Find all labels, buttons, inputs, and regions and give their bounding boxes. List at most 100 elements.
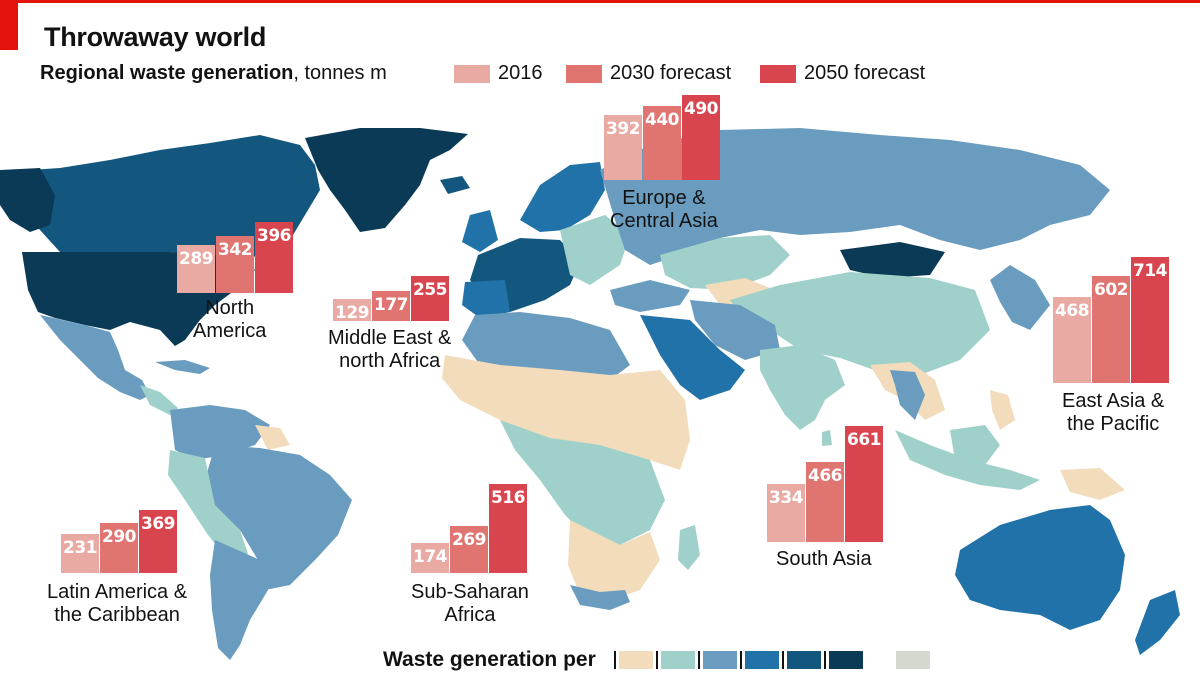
region-name-line: North: [205, 297, 255, 319]
bar-value: 334: [769, 488, 804, 508]
russia: [600, 128, 1110, 265]
bars-sub-saharan-africa: 174 269 516: [411, 484, 528, 573]
caribbean: [155, 360, 210, 374]
central-africa: [500, 420, 665, 545]
legend-label-2050: 2050 forecast: [804, 62, 926, 84]
legend-scale-6: [828, 651, 863, 669]
region-name-line: Europe &: [622, 187, 706, 209]
colombia-venezuela: [170, 405, 270, 460]
region-name-line: America: [193, 320, 267, 342]
legend-label-2030: 2030 forecast: [610, 62, 732, 84]
australia: [955, 505, 1125, 630]
korea-japan: [990, 265, 1050, 330]
bar-latam-2030: 290: [100, 523, 138, 573]
bar-value: 392: [606, 119, 641, 139]
thailand-myanmar: [890, 370, 925, 420]
peru-bolivia: [168, 450, 250, 560]
region-name-line: Africa: [444, 604, 496, 626]
bar-value: 602: [1094, 280, 1129, 300]
region-label-mena: Middle East & north Africa: [328, 327, 451, 373]
argentina-chile: [210, 540, 268, 660]
brand-tab: [0, 0, 18, 50]
bar-value: 661: [847, 430, 882, 450]
bar-ssa-2030: 269: [450, 526, 488, 573]
bar-value: 290: [102, 527, 137, 547]
bar-value: 396: [257, 226, 292, 246]
china: [730, 272, 990, 375]
legend-scale-3: [702, 651, 737, 669]
bar-value: 174: [413, 547, 448, 567]
bar-europe-2030: 440: [643, 106, 681, 180]
south-africa: [570, 585, 630, 610]
bars-europe-central-asia: 392 440 490: [604, 95, 721, 180]
legend-swatch-2050: [760, 64, 796, 83]
scandinavia: [520, 162, 605, 232]
bar-south-asia-2050: 661: [845, 426, 883, 542]
region-name-line: the Caribbean: [54, 604, 180, 626]
bar-value: 129: [335, 303, 370, 323]
canada: [0, 135, 320, 258]
bars-latin-america: 231 290 369: [61, 510, 178, 573]
legend-scale-4: [744, 651, 779, 669]
madagascar: [678, 525, 700, 570]
bar-east-asia-2016: 468: [1053, 297, 1091, 383]
bar-north-america-2050: 396: [255, 222, 293, 293]
region-label-sub-saharan-africa: Sub-Saharan Africa: [411, 581, 529, 627]
subtitle-unit: , tonnes m: [293, 62, 387, 84]
legend-swatch-2030: [566, 64, 602, 83]
legend-scale-5: [786, 651, 821, 669]
region-name-line: Middle East &: [328, 327, 452, 349]
iberia: [462, 280, 510, 318]
region-name-line: Latin America &: [47, 581, 188, 603]
turkey-caucasus: [610, 280, 690, 312]
legend-tick: [613, 651, 616, 669]
legend-tick: [655, 651, 658, 669]
sahel: [442, 355, 690, 470]
iceland: [440, 176, 470, 194]
legend-tick: [781, 651, 784, 669]
legend-no-data: [895, 651, 930, 669]
mexico: [40, 315, 150, 400]
bar-value: 255: [413, 280, 448, 300]
guianas: [255, 425, 290, 450]
bar-east-asia-2050: 714: [1131, 257, 1169, 383]
legend-swatch-2016: [454, 64, 490, 83]
region-name-line: Central Asia: [610, 210, 718, 232]
region-label-europe-central-asia: Europe & Central Asia: [610, 187, 718, 233]
region-name-line: South Asia: [776, 548, 872, 570]
bar-value: 369: [141, 514, 176, 534]
legend-item-2030: 2030 forecast: [566, 62, 731, 85]
bar-europe-2050: 490: [682, 95, 720, 180]
chart-title: Throwaway world: [44, 22, 267, 52]
brazil: [205, 445, 352, 590]
kazakhstan: [660, 235, 790, 290]
bar-mena-2050: 255: [411, 276, 449, 321]
region-name-line: Sub-Saharan: [411, 581, 529, 603]
region-label-latin-america: Latin America & the Caribbean: [47, 581, 187, 627]
bar-europe-2016: 392: [604, 115, 642, 180]
bar-south-asia-2030: 466: [806, 462, 844, 542]
philippines: [990, 390, 1015, 430]
central-america: [140, 385, 178, 415]
legend-item-2050: 2050 forecast: [760, 62, 925, 85]
region-label-north-america: North America: [193, 297, 266, 343]
per-capita-legend: Waste generation per: [383, 648, 933, 672]
legend-tick: [823, 651, 826, 669]
sri-lanka: [822, 430, 832, 446]
alaska: [0, 168, 55, 232]
bar-mena-2030: 177: [372, 291, 410, 321]
bars-south-asia: 334 466 661: [767, 426, 884, 542]
bar-value: 490: [684, 99, 719, 119]
legend-item-2016: 2016: [454, 62, 543, 85]
region-label-south-asia: South Asia: [776, 548, 872, 571]
bar-value: 342: [218, 240, 253, 260]
bars-east-asia-pacific: 468 602 714: [1053, 257, 1170, 383]
region-label-east-asia-pacific: East Asia & the Pacific: [1062, 390, 1164, 436]
bar-value: 269: [452, 530, 487, 550]
per-capita-legend-title: Waste generation per: [383, 648, 596, 671]
bars-north-america: 289 342 396: [177, 222, 294, 293]
top-rule: [0, 0, 1200, 3]
mongolia: [840, 242, 945, 278]
legend-scale-1: [618, 651, 653, 669]
